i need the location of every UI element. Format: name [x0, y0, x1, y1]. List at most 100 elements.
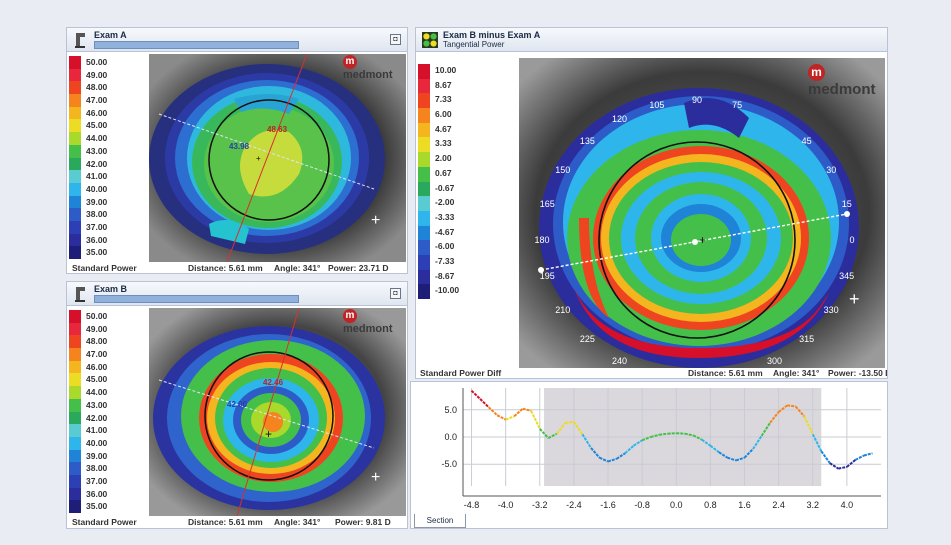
- y-tick-label: -5.0: [441, 459, 457, 469]
- angle-label: 180: [534, 235, 549, 245]
- logo-text: medmont: [343, 69, 393, 81]
- legend-value: -7.33: [435, 255, 455, 266]
- legend-value: 42.00: [86, 158, 108, 169]
- angle-label: 330: [824, 305, 839, 315]
- section-line-segment: [487, 406, 498, 416]
- svg-text:+: +: [849, 289, 860, 309]
- x-tick-label: 1.6: [738, 500, 751, 510]
- legend-swatch: [69, 94, 81, 107]
- section-graph-plot[interactable]: 5.0 0.0 -5.0 -4.8 -4.0 -3.2 -2.4 -1.6 -0.8 0.0 0.8…: [411, 382, 887, 528]
- section-line-segment: [573, 421, 584, 435]
- legend-value: 0.67: [435, 167, 452, 178]
- legend-swatch: [418, 181, 430, 197]
- legend-swatch: [418, 166, 430, 182]
- legend-swatch: [69, 310, 81, 323]
- legend-swatch: [418, 196, 430, 211]
- x-tick-label: -1.6: [600, 500, 616, 510]
- diff-angle: Angle: 341°: [773, 368, 820, 378]
- exam-a-selector-bar[interactable]: [94, 41, 299, 49]
- exam-b-selector-bar[interactable]: [94, 295, 299, 303]
- legend-swatch: [69, 500, 81, 513]
- diff-map-label: Standard Power Diff: [420, 368, 502, 378]
- angle-label: 0: [849, 235, 854, 245]
- legend-swatch: [69, 81, 81, 95]
- exam-b-map[interactable]: + +: [149, 308, 406, 516]
- exam-b-panel: Exam B ◘ 50.00 49.00 48.00 47.00 46.00 45.00 4…: [66, 281, 408, 529]
- legend-swatch: [69, 449, 81, 463]
- section-line-segment: [803, 415, 814, 435]
- section-line-segment: [590, 447, 601, 459]
- angle-labels: 9075105120135150165180195210225240255270…: [534, 95, 854, 366]
- x-tick-label: 4.0: [841, 500, 854, 510]
- logo-text: medmont: [808, 80, 876, 98]
- diff-map[interactable]: + + 907510512013515016518019521022524025…: [519, 58, 885, 368]
- x-tick-label: -3.2: [532, 500, 548, 510]
- exam-a-power: Power: 23.71 D: [328, 263, 389, 273]
- section-line-segment: [684, 432, 694, 437]
- section-line-segment: [470, 389, 481, 400]
- legend-swatch: [418, 284, 430, 299]
- legend-value: 36.00: [86, 234, 108, 245]
- legend-value: -0.67: [435, 182, 455, 193]
- angle-label: 75: [732, 100, 742, 110]
- section-line-segment: [616, 452, 626, 460]
- legend-swatch: [418, 240, 430, 255]
- angle-label: 45: [802, 136, 812, 146]
- legend-value: 37.00: [86, 221, 108, 232]
- legend-swatch: [69, 106, 81, 120]
- logo-text: medmont: [343, 323, 393, 335]
- section-graph[interactable]: 5.0 0.0 -5.0 -4.8 -4.0 -3.2 -2.4 -1.6 -0.8 0.0 0.8…: [410, 381, 888, 529]
- section-line-segment: [547, 432, 558, 439]
- legend-swatch: [418, 225, 430, 241]
- legend-value: 4.67: [435, 123, 452, 134]
- section-line-segment: [863, 452, 873, 457]
- exam-b-options-button[interactable]: ◘: [390, 288, 401, 299]
- section-line-segment: [581, 433, 592, 449]
- section-line-segment: [727, 456, 737, 462]
- legend-value: -10.00: [435, 285, 460, 296]
- angle-label: 105: [649, 100, 664, 110]
- exam-a-map[interactable]: + +: [149, 54, 406, 262]
- exam-a-logo: mmedmont: [343, 55, 407, 81]
- diff-map-icon: [422, 32, 438, 48]
- section-line-segment: [769, 411, 780, 424]
- legend-value: -4.67: [435, 226, 455, 237]
- section-line-segment: [760, 422, 771, 437]
- section-line-segment: [479, 398, 490, 408]
- legend-swatch: [69, 182, 81, 196]
- angle-label: 345: [839, 271, 854, 281]
- legend-value: 8.67: [435, 79, 452, 90]
- diff-subtitle: Tangential Power: [443, 40, 505, 49]
- legend-value: 49.00: [86, 69, 108, 80]
- legend-swatch: [418, 93, 430, 109]
- legend-swatch: [69, 246, 81, 259]
- angle-label: 90: [692, 95, 702, 105]
- legend-swatch: [69, 68, 81, 82]
- legend-value: 50.00: [86, 311, 108, 321]
- legend-value: 38.00: [86, 463, 108, 474]
- legend-value: 38.00: [86, 209, 108, 220]
- legend-swatch: [69, 208, 81, 221]
- x-tick-label: 0.8: [704, 500, 717, 510]
- legend-value: 47.00: [86, 349, 108, 360]
- diff-header: Exam B minus Exam A Tangential Power: [416, 28, 887, 52]
- tab-section[interactable]: Section: [414, 514, 466, 528]
- angle-label: 225: [580, 334, 595, 344]
- legend-swatch: [69, 424, 81, 437]
- angle-label: 30: [826, 165, 836, 175]
- section-line-segment: [709, 444, 720, 453]
- legend-swatch: [69, 474, 81, 488]
- legend-value: 39.00: [86, 196, 108, 207]
- exam-a-options-button[interactable]: ◘: [390, 34, 401, 45]
- legend-swatch: [69, 195, 81, 209]
- exam-a-header: Exam A ◘: [67, 28, 407, 52]
- legend-swatch: [69, 335, 81, 349]
- section-line-segment: [530, 410, 541, 430]
- exam-b-logo: mmedmont: [343, 309, 407, 335]
- legend-value: -3.33: [435, 211, 455, 222]
- svg-text:+: +: [699, 233, 706, 247]
- legend-swatch: [69, 398, 81, 412]
- section-line-segment: [624, 444, 635, 455]
- x-tick-label: -4.0: [498, 500, 514, 510]
- section-line-segment: [854, 454, 865, 461]
